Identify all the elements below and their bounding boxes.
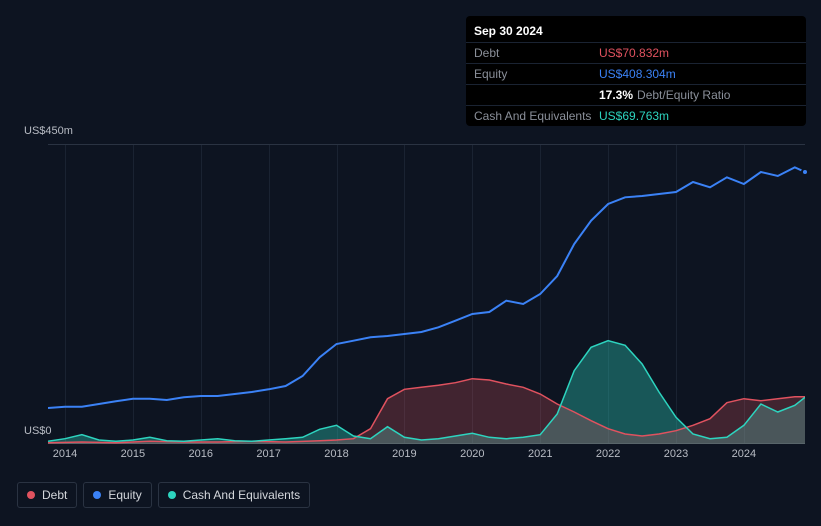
tooltip-value: US$69.763m: [599, 109, 669, 123]
legend-label: Equity: [108, 488, 141, 502]
x-tick: 2018: [324, 448, 348, 460]
tooltip-ratio-pct: 17.3%: [599, 88, 633, 102]
tooltip-date: Sep 30 2024: [466, 22, 806, 42]
tooltip-label: Debt: [474, 46, 599, 60]
debt-area: [48, 379, 805, 444]
x-tick: 2019: [392, 448, 416, 460]
marker-dot-icon: [801, 168, 809, 176]
tooltip-label: Equity: [474, 67, 599, 81]
tooltip-label: [474, 88, 599, 102]
x-tick: 2017: [256, 448, 280, 460]
financial-chart: Sep 30 2024 DebtUS$70.832mEquityUS$408.3…: [0, 0, 821, 526]
x-tick: 2020: [460, 448, 484, 460]
legend-dot-icon: [168, 491, 176, 499]
legend-label: Debt: [42, 488, 67, 502]
legend-item[interactable]: Debt: [17, 482, 77, 508]
x-tick: 2016: [189, 448, 213, 460]
x-tick: 2024: [732, 448, 756, 460]
tooltip-row: Cash And EquivalentsUS$69.763m: [466, 105, 806, 126]
tooltip-value: US$408.304m: [599, 67, 676, 81]
plot-svg: [48, 144, 805, 444]
tooltip-row: DebtUS$70.832m: [466, 42, 806, 63]
equity-line: [48, 167, 805, 408]
x-tick: 2021: [528, 448, 552, 460]
legend-item[interactable]: Cash And Equivalents: [158, 482, 310, 508]
x-tick: 2022: [596, 448, 620, 460]
legend-item[interactable]: Equity: [83, 482, 151, 508]
x-tick: 2014: [53, 448, 77, 460]
legend: Debt Equity Cash And Equivalents: [17, 482, 310, 508]
tooltip-label: Cash And Equivalents: [474, 109, 599, 123]
legend-dot-icon: [27, 491, 35, 499]
y-axis-max: US$450m: [24, 125, 73, 137]
x-axis: 2014 2015 2016 2017 2018 2019 2020 2021 2022 2023…: [48, 448, 805, 468]
tooltip-value: US$70.832m: [599, 46, 669, 60]
tooltip-row: EquityUS$408.304m: [466, 63, 806, 84]
legend-dot-icon: [93, 491, 101, 499]
x-tick: 2023: [664, 448, 688, 460]
tooltip-ratio-label: Debt/Equity Ratio: [637, 88, 730, 102]
data-tooltip: Sep 30 2024 DebtUS$70.832mEquityUS$408.3…: [466, 16, 806, 126]
x-tick: 2015: [121, 448, 145, 460]
legend-label: Cash And Equivalents: [183, 488, 300, 502]
tooltip-row: 17.3% Debt/Equity Ratio: [466, 84, 806, 105]
